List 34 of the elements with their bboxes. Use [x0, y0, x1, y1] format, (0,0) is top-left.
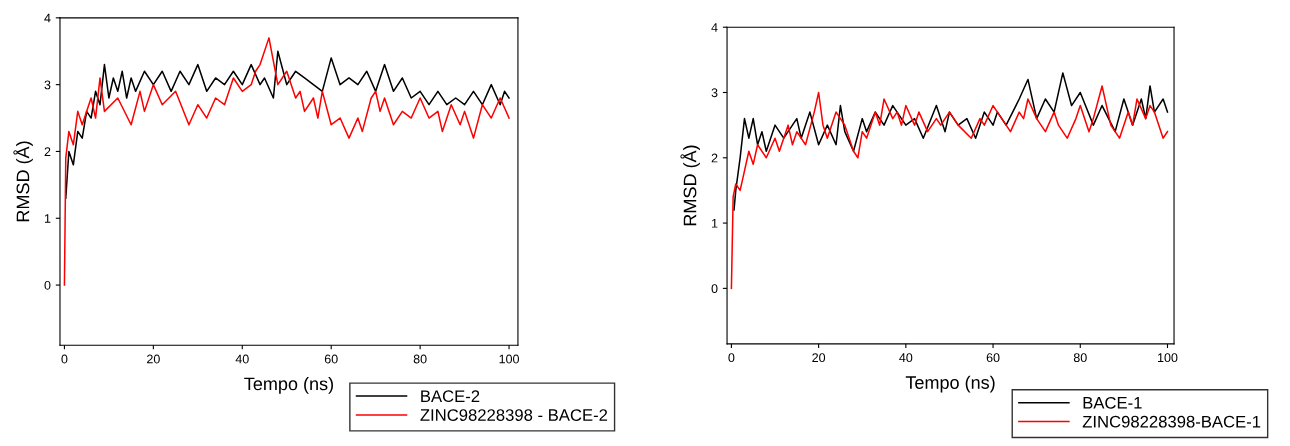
- y-axis-title: RMSD (Å): [13, 141, 33, 222]
- legend-label: BACE-2: [421, 390, 480, 403]
- x-tick-label: 40: [899, 353, 913, 363]
- x-tick-label: 60: [324, 354, 338, 364]
- y-tick-label: 3: [711, 88, 718, 98]
- y-tick-label: 4: [44, 13, 51, 23]
- x-tick-label: 100: [499, 354, 519, 364]
- y-tick-label: 0: [44, 280, 51, 290]
- x-tick-label: 0: [61, 354, 68, 364]
- y-tick-label: 2: [711, 153, 718, 163]
- line-series: [64, 50, 510, 199]
- y-axis-title: RMSD (Å): [680, 145, 700, 226]
- y-tick-label: 2: [44, 147, 51, 156]
- line-series: [733, 72, 1169, 211]
- x-tick-label: 60: [986, 353, 1000, 363]
- line-series: [730, 85, 1169, 290]
- line-series: [63, 37, 510, 286]
- x-tick-label: 80: [413, 354, 427, 364]
- y-tick-label: 3: [44, 80, 51, 90]
- x-tick-label: 0: [728, 353, 735, 363]
- x-axis-title: Tempo (ns): [244, 377, 333, 394]
- x-tick-label: 40: [235, 354, 249, 364]
- y-tick-label: 0: [711, 284, 718, 294]
- x-tick-label: 80: [1073, 353, 1087, 363]
- y-tick-label: 1: [712, 219, 718, 228]
- y-tick-label: 4: [711, 23, 718, 32]
- x-axis-title: Tempo (ns): [905, 375, 995, 393]
- legend-label: ZINC98228398-BACE-1: [1082, 415, 1261, 428]
- x-tick-label: 20: [147, 354, 160, 364]
- legend-label: ZINC98228398 - BACE-2: [420, 409, 608, 421]
- legend-label: BACE-1: [1083, 396, 1142, 409]
- x-tick-label: 20: [812, 353, 826, 363]
- y-tick-label: 1: [44, 214, 51, 223]
- x-tick-label: 100: [1158, 353, 1178, 363]
